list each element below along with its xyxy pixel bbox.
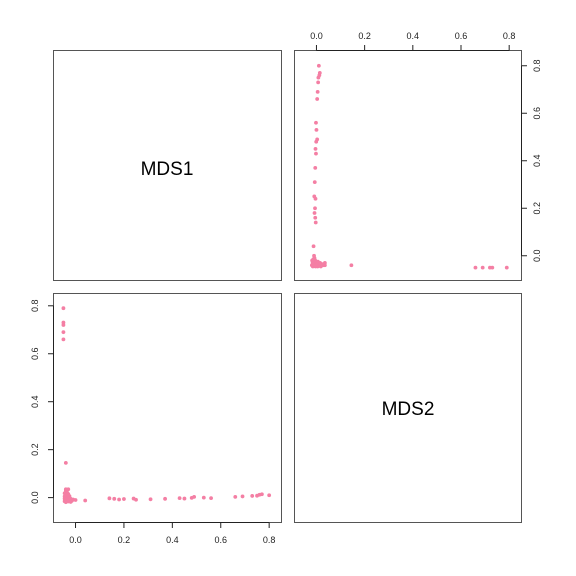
panel-bottom-left: [53, 293, 282, 523]
scatter-point: [107, 496, 112, 501]
axis-bottom-tick-label: 0.4: [166, 535, 179, 545]
scatter-point: [83, 498, 88, 503]
axis-right-tick-label: 0.4: [532, 154, 542, 167]
diag-label-mds2: MDS2: [382, 399, 435, 420]
scatter-point: [259, 492, 264, 497]
axis-left-tick-label: 0.2: [30, 443, 40, 456]
scatter-point: [61, 337, 66, 342]
scatter-point: [315, 89, 320, 94]
scatter-point: [309, 263, 314, 268]
scatter-point: [112, 496, 117, 501]
scatter-point: [313, 206, 317, 211]
axis-top: 0.0 0.2 0.4 0.6 0.8: [310, 31, 515, 51]
axis-top-tick-label: 0.6: [455, 31, 468, 41]
scatter-point: [209, 496, 213, 500]
axis-left: 0.0 0.2 0.4 0.6 0.8: [30, 300, 54, 504]
axis-right-tick-label: 0.0: [532, 249, 542, 262]
points-mds2-vs-mds1: [309, 63, 509, 270]
diag-label-mds1: MDS1: [141, 159, 194, 180]
scatter-point: [117, 497, 121, 502]
scatter-point: [63, 500, 68, 505]
axis-left-tick-label: 0.6: [30, 347, 40, 360]
scatter-point: [504, 265, 509, 270]
axis-bottom-tick-label: 0.2: [118, 535, 131, 545]
scatter-point: [233, 494, 238, 499]
scatter-point: [312, 194, 317, 199]
scatter-point: [61, 306, 66, 311]
axis-right-tick-label: 0.8: [532, 59, 542, 72]
scatter-point: [63, 460, 68, 465]
scatter-point: [312, 211, 317, 215]
scatter-point: [310, 258, 315, 263]
scatter-point: [61, 323, 66, 327]
axis-bottom-tick-label: 0.0: [69, 535, 82, 545]
scatter-point: [313, 146, 318, 151]
scatter-point: [312, 253, 316, 258]
axis-right: 0.0 0.2 0.4 0.6 0.8: [521, 59, 542, 262]
scatter-point: [315, 137, 320, 142]
scatter-point: [314, 151, 318, 156]
panel-top-right: [294, 50, 522, 281]
axis-top-tick-label: 0.4: [407, 31, 420, 41]
scatter-point: [201, 495, 206, 500]
axis-top-tick-label: 0.0: [310, 31, 323, 41]
scatter-point: [177, 496, 182, 500]
scatter-point: [313, 220, 318, 225]
scatter-point: [240, 494, 245, 499]
scatter-point: [148, 497, 153, 502]
scatter-point: [68, 500, 73, 504]
scatter-point: [163, 496, 167, 501]
axis-top-tick-label: 0.8: [503, 31, 516, 41]
axis-top-tick-label: 0.2: [358, 31, 371, 41]
scatter-point: [61, 330, 66, 335]
scatter-point: [313, 165, 318, 170]
scatter-point: [267, 493, 272, 498]
scatter-point: [134, 497, 138, 502]
scatter-point: [316, 80, 321, 85]
scatter-point: [488, 265, 492, 270]
scatter-point: [73, 498, 78, 502]
scatter-point: [473, 265, 478, 270]
scatter-point: [315, 97, 320, 101]
scatter-point: [349, 263, 354, 268]
axis-bottom-tick-label: 0.6: [214, 535, 227, 545]
axis-left-tick-label: 0.0: [30, 491, 40, 504]
scatter-point: [317, 70, 322, 75]
axis-left-tick-label: 0.4: [30, 395, 40, 408]
panel-bottom-right: [294, 293, 522, 523]
axis-right-tick-label: 0.6: [532, 107, 542, 120]
scatter-point: [182, 496, 187, 501]
scatter-point: [122, 497, 126, 501]
axis-right-tick-label: 0.2: [532, 202, 542, 215]
panel-top-left: [53, 50, 282, 281]
scatter-point: [312, 180, 317, 185]
axis-bottom: 0.0 0.2 0.4 0.6 0.8: [69, 522, 276, 545]
scatter-point: [192, 494, 197, 499]
axis-left-tick-label: 0.8: [30, 300, 40, 313]
scatter-point: [314, 120, 318, 125]
scatter-point: [314, 127, 319, 132]
points-mds1-vs-mds2: [61, 306, 272, 505]
scatter-point: [311, 244, 316, 249]
scatter-point: [313, 215, 318, 220]
scatter-point: [480, 265, 485, 270]
scatter-point: [250, 494, 255, 498]
scatter-point: [316, 63, 321, 68]
axis-bottom-tick-label: 0.8: [263, 535, 276, 545]
